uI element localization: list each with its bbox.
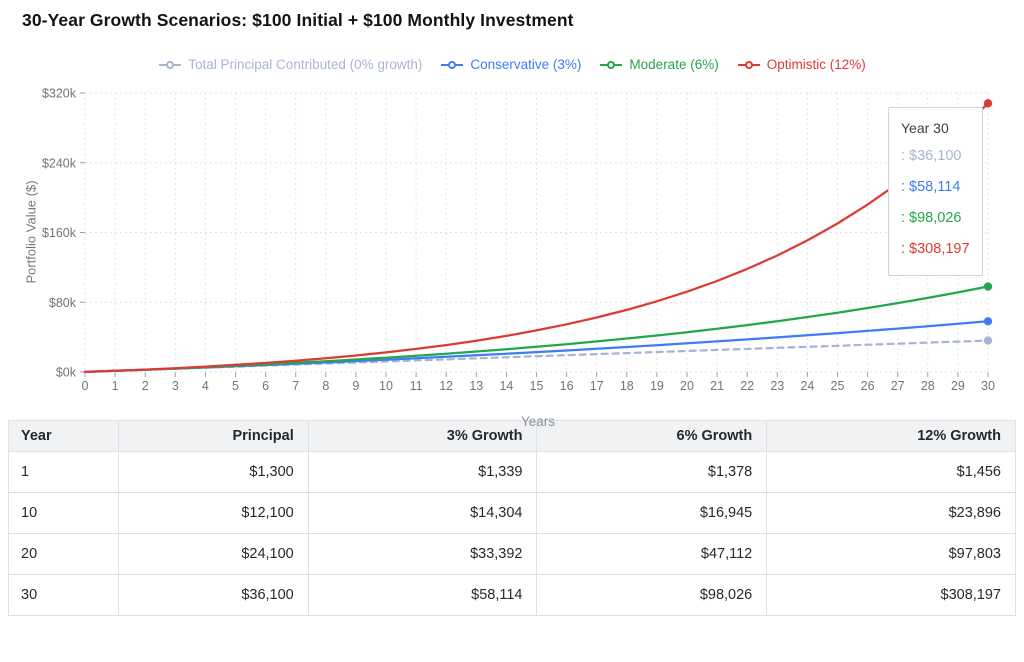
table-row: 30 $36,100 $58,114 $98,026 $308,197 [8,574,1016,616]
svg-text:11: 11 [410,379,423,393]
table-row: 1 $1,300 $1,339 $1,378 $1,456 [8,451,1016,493]
svg-text:$240k: $240k [42,156,77,170]
svg-text:30: 30 [981,379,995,393]
cell-3pct: $14,304 [307,492,538,534]
cell-principal: $12,100 [117,492,309,534]
cell-principal: $36,100 [117,574,309,616]
svg-text:7: 7 [292,379,299,393]
svg-text:1: 1 [112,379,119,393]
svg-text:17: 17 [590,379,604,393]
svg-text:24: 24 [800,379,814,393]
cell-year: 20 [8,533,119,575]
cell-year: 10 [8,492,119,534]
svg-text:0: 0 [82,379,89,393]
legend-label-conservative: Conservative (3%) [470,57,582,72]
cell-12pct: $23,896 [766,492,1016,534]
column-header-year: Year [8,420,119,452]
legend-item-principal[interactable]: Total Principal Contributed (0% growth) [158,57,422,72]
svg-text:23: 23 [770,379,784,393]
cell-principal: $24,100 [117,533,309,575]
svg-text:25: 25 [831,379,845,393]
column-header-12pct: 12% Growth [766,420,1016,452]
conservative-legend-marker-icon [441,60,464,69]
svg-text:9: 9 [352,379,359,393]
svg-text:18: 18 [620,379,634,393]
svg-text:27: 27 [891,379,905,393]
svg-text:19: 19 [650,379,664,393]
legend-label-optimistic: Optimistic (12%) [766,57,866,72]
svg-text:10: 10 [379,379,393,393]
svg-text:$80k: $80k [49,296,77,310]
cell-6pct: $16,945 [536,492,768,534]
tooltip-value-moderate: : $98,026 [901,210,962,226]
svg-text:$320k: $320k [42,87,77,101]
cell-3pct: $1,339 [307,451,538,493]
optimistic-legend-marker-icon [737,60,760,69]
svg-text:29: 29 [951,379,965,393]
cell-year: 1 [8,451,119,493]
cell-12pct: $1,456 [766,451,1016,493]
principal-legend-marker-icon [159,60,182,69]
tooltip-value-optimistic: : $308,197 [901,241,970,257]
legend-item-optimistic[interactable]: Optimistic (12%) [737,57,866,72]
svg-text:22: 22 [740,379,754,393]
cell-principal: $1,300 [117,451,309,493]
cell-12pct: $308,197 [766,574,1016,616]
chart-legend: Total Principal Contributed (0% growth) … [0,57,1024,72]
svg-text:21: 21 [710,379,724,393]
table-row: 10 $12,100 $14,304 $16,945 $23,896 [8,492,1016,534]
page-title: 30-Year Growth Scenarios: $100 Initial +… [22,10,574,30]
svg-text:12: 12 [439,379,453,393]
svg-text:5: 5 [232,379,239,393]
svg-text:15: 15 [530,379,544,393]
tooltip-title: Year 30 [901,120,949,136]
svg-text:$160k: $160k [42,226,77,240]
cell-6pct: $98,026 [536,574,768,616]
moderate-legend-marker-icon [600,60,623,69]
svg-text:2: 2 [142,379,149,393]
svg-text:3: 3 [172,379,179,393]
svg-text:13: 13 [469,379,483,393]
column-header-principal: Principal [117,420,309,452]
chart-tooltip: Year 30 : $36,100 : $58,114 : $98,026 : … [888,107,983,276]
svg-text:14: 14 [499,379,513,393]
cell-12pct: $97,803 [766,533,1016,575]
cell-3pct: $58,114 [307,574,538,616]
y-axis-title: Portfolio Value ($) [23,180,39,284]
svg-text:$0k: $0k [56,366,77,380]
legend-label-moderate: Moderate (6%) [629,57,719,72]
growth-data-table: Year Principal 3% Growth 6% Growth 12% G… [8,420,1016,616]
svg-text:20: 20 [680,379,694,393]
cell-year: 30 [8,574,119,616]
table-header-row: Year Principal 3% Growth 6% Growth 12% G… [8,420,1016,452]
svg-text:6: 6 [262,379,269,393]
cell-3pct: $33,392 [307,533,538,575]
svg-text:28: 28 [921,379,935,393]
tooltip-value-conservative: : $58,114 [901,179,961,195]
svg-text:26: 26 [861,379,875,393]
svg-text:16: 16 [560,379,574,393]
legend-item-conservative[interactable]: Conservative (3%) [440,57,581,72]
table-row: 20 $24,100 $33,392 $47,112 $97,803 [8,533,1016,575]
cell-6pct: $1,378 [536,451,768,493]
tooltip-value-principal: : $36,100 [901,148,962,164]
cell-6pct: $47,112 [536,533,768,575]
legend-item-moderate[interactable]: Moderate (6%) [599,57,719,72]
legend-label-principal: Total Principal Contributed (0% growth) [188,57,423,72]
column-header-6pct: 6% Growth [536,420,768,452]
chart-plot-area[interactable] [85,93,988,372]
svg-text:4: 4 [202,379,209,393]
column-header-3pct: 3% Growth [307,420,538,452]
svg-text:8: 8 [322,379,329,393]
